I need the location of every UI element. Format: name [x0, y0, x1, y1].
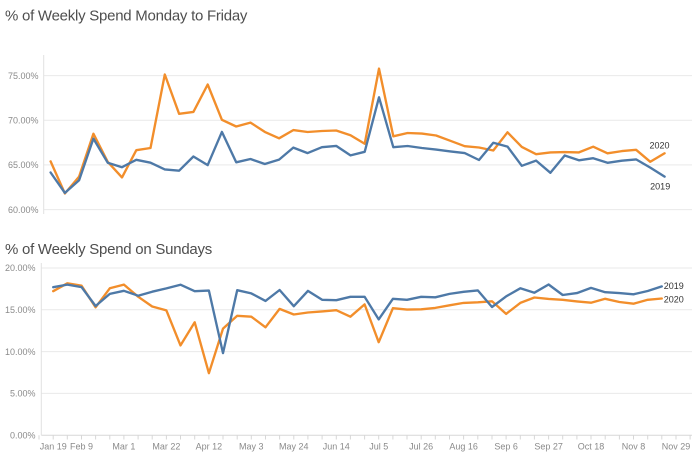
svg-text:Nov 29: Nov 29 [662, 442, 691, 452]
svg-text:60.00%: 60.00% [8, 205, 39, 215]
svg-text:Sep 27: Sep 27 [534, 442, 563, 452]
svg-text:2019: 2019 [664, 281, 684, 291]
svg-text:15.00%: 15.00% [5, 305, 36, 315]
svg-text:2019: 2019 [650, 181, 670, 191]
svg-text:Mar 22: Mar 22 [152, 442, 180, 452]
svg-text:Mar 1: Mar 1 [112, 442, 135, 452]
svg-text:Apr 12: Apr 12 [196, 442, 223, 452]
svg-text:Jul 26: Jul 26 [409, 442, 433, 452]
svg-text:Jan 19: Jan 19 [40, 442, 67, 452]
svg-text:% of Weekly Spend Monday to Fr: % of Weekly Spend Monday to Friday [5, 8, 248, 25]
svg-text:65.00%: 65.00% [8, 160, 39, 170]
svg-text:Sep 6: Sep 6 [494, 442, 518, 452]
svg-text:Jul 5: Jul 5 [369, 442, 388, 452]
svg-text:May 3: May 3 [239, 442, 264, 452]
svg-text:Jun 14: Jun 14 [323, 442, 350, 452]
svg-text:70.00%: 70.00% [8, 116, 39, 126]
svg-text:Feb 9: Feb 9 [70, 442, 93, 452]
svg-text:Nov 8: Nov 8 [622, 442, 646, 452]
svg-text:0.00%: 0.00% [10, 430, 36, 440]
svg-text:5.00%: 5.00% [10, 389, 36, 399]
svg-text:20.00%: 20.00% [5, 263, 36, 273]
svg-text:Aug 16: Aug 16 [449, 442, 478, 452]
svg-text:75.00%: 75.00% [8, 71, 39, 81]
svg-text:2020: 2020 [649, 140, 669, 150]
svg-text:2020: 2020 [664, 294, 684, 304]
svg-text:Oct 18: Oct 18 [578, 442, 605, 452]
svg-text:10.00%: 10.00% [5, 347, 36, 357]
svg-text:% of Weekly Spend on Sundays: % of Weekly Spend on Sundays [5, 241, 212, 258]
svg-text:May 24: May 24 [279, 442, 309, 452]
